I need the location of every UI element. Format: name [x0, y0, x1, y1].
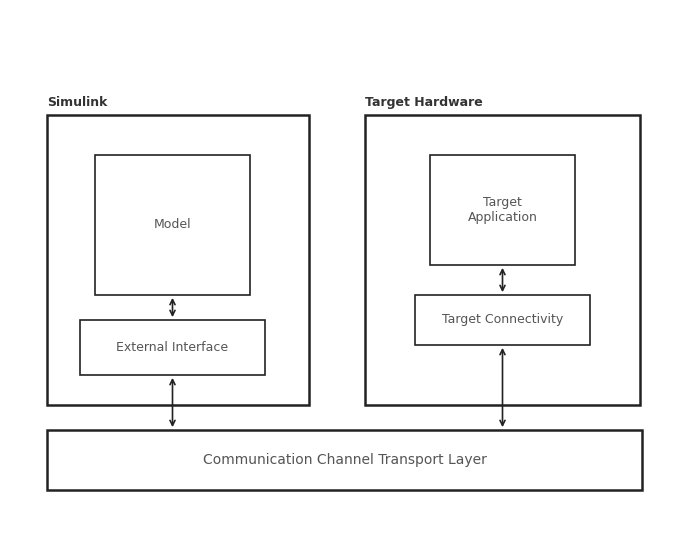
Bar [415, 295, 590, 345]
Bar [47, 115, 309, 405]
Text: Target
Application: Target Application [468, 196, 537, 224]
Bar [95, 155, 250, 295]
Bar [80, 320, 265, 375]
Bar [430, 155, 575, 265]
Text: Target Connectivity: Target Connectivity [442, 314, 563, 326]
Bar [365, 115, 640, 405]
Text: Target Hardware: Target Hardware [365, 96, 483, 109]
Text: Simulink: Simulink [47, 96, 107, 109]
Text: External Interface: External Interface [116, 341, 228, 354]
Bar [47, 430, 642, 490]
Text: Model: Model [153, 219, 191, 232]
Text: Communication Channel Transport Layer: Communication Channel Transport Layer [202, 453, 486, 467]
